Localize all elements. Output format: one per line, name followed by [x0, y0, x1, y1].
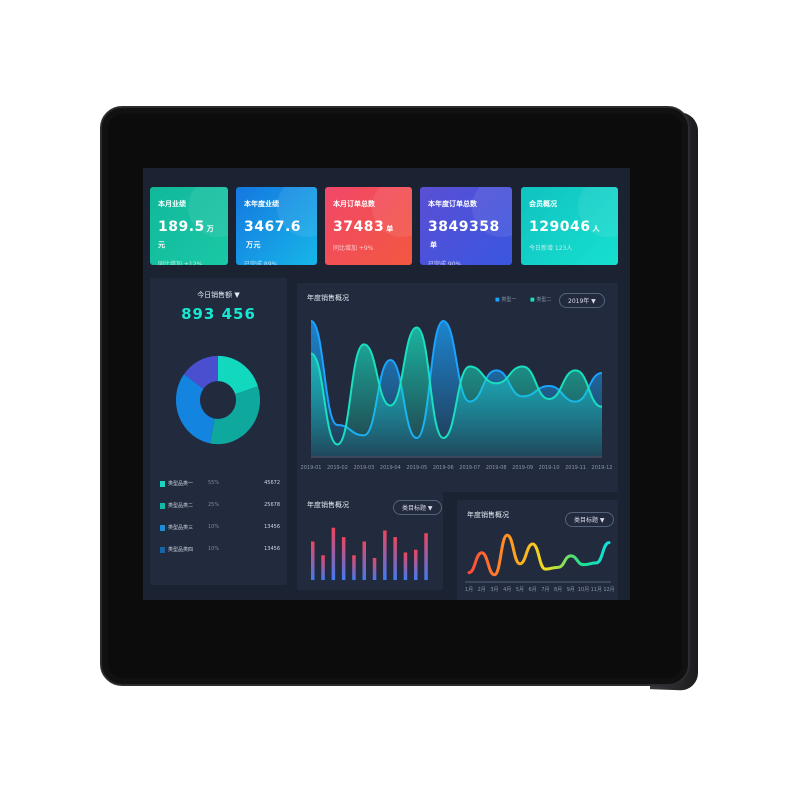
- kpi-card[interactable]: 本月业绩 189.5 万元 同比增加 +12%: [150, 187, 228, 265]
- kpi-title: 本年度订单总数: [428, 200, 477, 208]
- x-tick-label: 2019-05: [406, 465, 427, 471]
- x-tick-label: 2019-08: [486, 465, 507, 471]
- kpi-title: 会员概况: [529, 200, 557, 208]
- line-series: [467, 533, 611, 577]
- color-swatch: [160, 502, 165, 509]
- bar: [393, 537, 397, 580]
- kpi-value: 3467.6万元: [244, 219, 302, 249]
- kpi-card[interactable]: 本年度订单总数 3849358单 已完成 90%: [420, 187, 512, 265]
- x-tick-label: 5月: [516, 587, 524, 593]
- donut-chart: [176, 355, 260, 445]
- pie-slice: [218, 355, 258, 395]
- x-tick-label: 6月: [529, 587, 537, 593]
- year-dropdown[interactable]: 2019年 ▼: [559, 293, 605, 308]
- category-row: 类型品类二 25% 25678: [160, 502, 280, 509]
- kpi-title: 本年度业绩: [244, 200, 279, 208]
- x-tick-label: 2019-09: [512, 465, 533, 471]
- kpi-subtext: 同比增加 +9%: [333, 245, 374, 252]
- bar: [352, 555, 356, 580]
- kpi-title: 本月业绩: [158, 200, 186, 208]
- kpi-subtext: 同比增加 +12%: [158, 261, 203, 265]
- annual-sales-area-panel: 年度销售概况 ■ 类型一 ■ 类型二 2019年 ▼ 2019-01 2019-0…: [297, 283, 618, 492]
- x-tick-label: 2019-10: [539, 465, 560, 471]
- line-chart: 1月 2月 3月 4月 5月 6月 7月 8月 9月 10月 11月 12月: [465, 533, 615, 593]
- bar: [321, 555, 325, 580]
- color-swatch: [160, 546, 165, 553]
- kpi-card[interactable]: 本月订单总数 37483 单 同比增加 +9%: [325, 187, 412, 265]
- pie-slice: [210, 386, 260, 445]
- bar: [424, 533, 428, 580]
- x-tick-label: 2019-02: [327, 465, 348, 471]
- x-tick-label: 2019-07: [459, 465, 480, 471]
- x-tick-label: 12月: [603, 587, 614, 593]
- kpi-card[interactable]: 本年度业绩 3467.6万元 已完成 89%: [236, 187, 317, 265]
- annual-sales-line-panel: 年度销售概况 类目标题 ▼ 1月 2月 3月 4月 5月 6月 7月 8月 9月 10月 11月 12…: [457, 500, 618, 600]
- kpi-title: 本月订单总数: [333, 200, 375, 208]
- kpi-value: 189.5 万元: [158, 219, 215, 249]
- category-dropdown[interactable]: 类目标题 ▼: [393, 500, 442, 515]
- color-swatch: [160, 480, 165, 487]
- bar: [362, 541, 366, 580]
- kpi-value: 37483 单: [333, 219, 394, 235]
- series-line: [310, 326, 603, 446]
- area-fill: [311, 327, 602, 456]
- x-tick-label: 10月: [578, 587, 589, 593]
- area-chart: 2019-01 2019-02 2019-03 2019-04 2019-05 2019-…: [301, 319, 613, 471]
- category-row: 类型品类一 55% 45672: [160, 480, 280, 487]
- category-row: 类型品类四 10% 13456: [160, 546, 280, 553]
- x-tick-label: 2019-12: [592, 465, 613, 471]
- x-tick-label: 2019-03: [353, 465, 374, 471]
- kpi-subtext: 已完成 90%: [428, 261, 462, 265]
- today-sales-value: 893 456: [181, 305, 256, 323]
- x-tick-label: 3月: [490, 587, 498, 593]
- x-tick-label: 2019-01: [301, 465, 322, 471]
- bar: [372, 558, 377, 580]
- bar: [383, 530, 387, 580]
- color-swatch: [160, 524, 165, 531]
- category-dropdown[interactable]: 类目标题 ▼: [565, 512, 614, 527]
- x-tick-label: 7月: [541, 587, 549, 593]
- x-tick-label: 2019-06: [433, 465, 454, 471]
- legend-series-2: ■ 类型二: [530, 297, 552, 303]
- x-tick-label: 4月: [503, 587, 511, 593]
- kpi-value: 129046 人: [529, 219, 600, 235]
- pie-slice: [176, 374, 215, 444]
- category-row: 类型品类三 10% 13456: [160, 524, 280, 531]
- bar: [403, 552, 408, 580]
- panel-title: 年度销售概况: [307, 501, 349, 509]
- kpi-value: 3849358单: [428, 219, 500, 249]
- bar: [311, 541, 315, 580]
- panel-title: 年度销售概况: [307, 294, 349, 302]
- x-tick-label: 2月: [478, 587, 486, 593]
- bar-chart: [311, 527, 428, 580]
- annual-sales-bar-panel: 年度销售概况 类目标题 ▼: [297, 490, 443, 590]
- bar: [341, 537, 346, 580]
- kpi-subtext: 今日新增 123人: [529, 245, 573, 252]
- dashboard-screen: 本月业绩 189.5 万元 同比增加 +12% 本年度业绩 3467.6万元 已完成…: [143, 168, 630, 600]
- kpi-subtext: 已完成 89%: [244, 261, 278, 265]
- x-tick-label: 2019-11: [565, 465, 586, 471]
- panel-title: 年度销售概况: [467, 511, 509, 519]
- x-tick-label: 11月: [591, 587, 602, 593]
- x-tick-label: 8月: [554, 587, 562, 593]
- x-tick-label: 2019-04: [380, 465, 401, 471]
- pie-slice: [184, 355, 218, 389]
- kpi-card[interactable]: 会员概况 129046 人 今日新增 123人: [521, 187, 618, 265]
- x-tick-label: 1月: [465, 587, 473, 593]
- x-tick-label: 9月: [567, 587, 575, 593]
- today-sales-dropdown[interactable]: 今日销售额 ▼: [197, 291, 240, 299]
- legend-series-1: ■ 类型一: [495, 297, 517, 303]
- bar: [331, 527, 336, 580]
- today-sales-panel: 今日销售额 ▼ 893 456 类型品类一 55% 45672 类型品类二 25% 256…: [150, 278, 287, 585]
- bar: [414, 549, 418, 580]
